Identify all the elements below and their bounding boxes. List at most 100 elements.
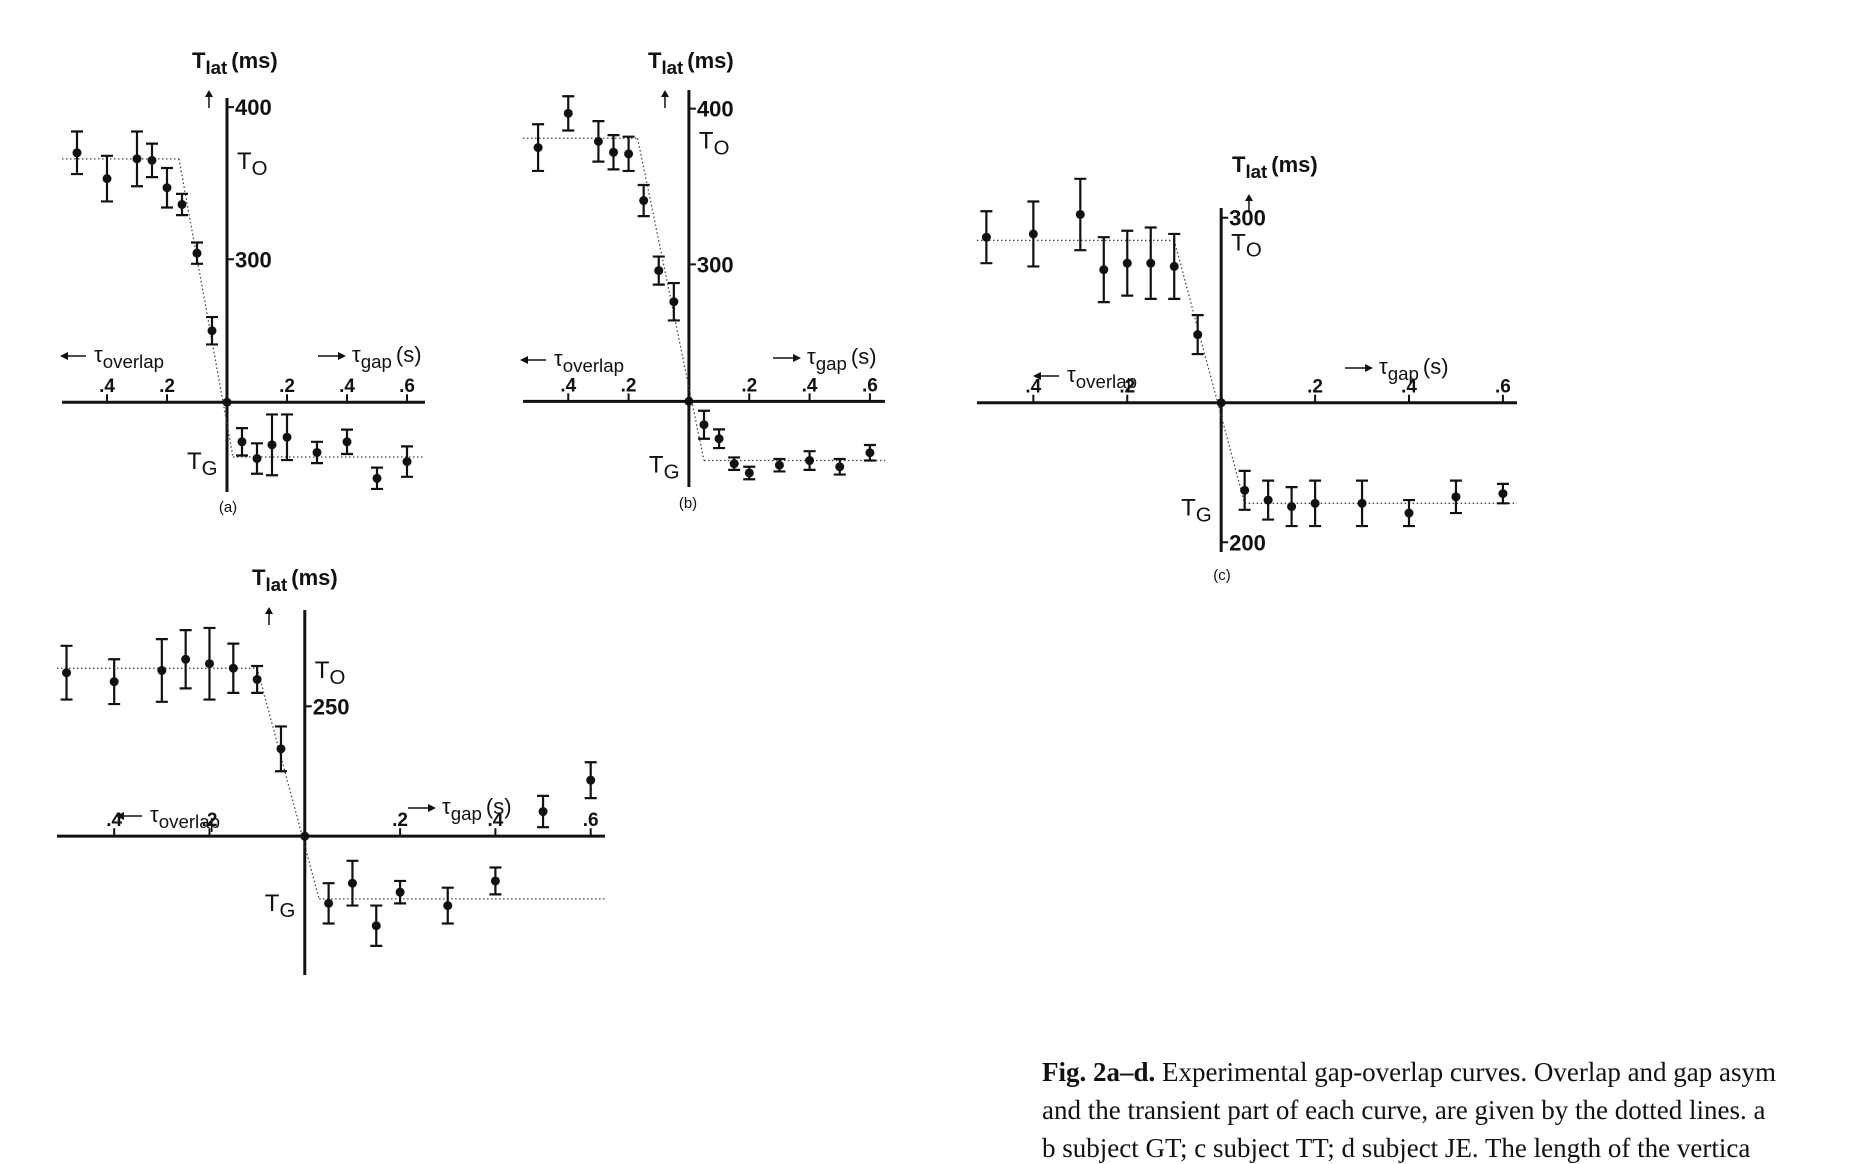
label-symbol: τ — [150, 802, 159, 827]
label-symbol: τ — [554, 346, 563, 371]
data-point — [699, 420, 709, 430]
x-tick-label: .4 — [802, 375, 818, 396]
data-point — [1075, 209, 1085, 219]
y-arrow-head — [265, 607, 273, 614]
label-symbol: τ — [442, 794, 451, 819]
data-point — [805, 456, 815, 466]
data-point — [109, 677, 119, 687]
label-sub: overlap — [159, 811, 220, 832]
x-tick-label: .4 — [1025, 377, 1041, 398]
x-tick-label: .4 — [1401, 377, 1417, 398]
label-unit: (ms) — [1271, 152, 1317, 177]
caption-line: and the transient part of each curve, ar… — [1042, 1095, 1766, 1125]
label-unit: (ms) — [231, 48, 277, 73]
label-unit: (ms) — [291, 565, 337, 590]
data-point — [237, 437, 247, 447]
data-point — [276, 744, 286, 754]
data-point — [1146, 258, 1156, 268]
y-tick-label: 300 — [235, 247, 272, 272]
overlap-arrow-head — [60, 352, 68, 360]
x-tick-label: .6 — [862, 375, 878, 396]
gap-arrow-head — [338, 352, 346, 360]
x-tick-label: .2 — [1307, 377, 1323, 398]
label-symbol: T — [187, 448, 202, 475]
data-point — [744, 468, 754, 478]
x-tick-label: .4 — [339, 376, 355, 397]
label-sub: lat — [661, 57, 683, 78]
y-arrow-head — [661, 90, 669, 97]
y-tick-label: 300 — [1229, 206, 1266, 231]
data-point — [1357, 498, 1367, 508]
data-point — [538, 807, 548, 817]
label-symbol: T — [192, 48, 206, 73]
x-tick-label: .2 — [279, 376, 295, 397]
label-symbol: τ — [1067, 362, 1076, 387]
overlap-arrow-head — [116, 812, 124, 820]
data-point — [654, 266, 664, 276]
data-point — [252, 674, 262, 684]
data-point — [177, 199, 187, 209]
axis-label: τoverlap — [1067, 362, 1137, 392]
data-point — [1498, 489, 1508, 499]
data-point — [162, 183, 172, 193]
data-point — [102, 174, 112, 184]
label-sub: O — [252, 158, 268, 180]
axis-label: TG — [187, 448, 218, 480]
axis-label: τgap (s) — [352, 342, 422, 372]
y-tick-label: 400 — [697, 97, 734, 122]
data-point — [204, 659, 214, 669]
x-tick-label: .4 — [560, 375, 576, 396]
data-point — [684, 396, 694, 406]
x-tick-label: .2 — [621, 375, 637, 396]
transient-line — [256, 668, 320, 900]
label-sub: gap — [361, 351, 392, 372]
axis-label: TO — [237, 148, 268, 180]
label-symbol: T — [315, 657, 330, 684]
x-tick-label: .2 — [741, 375, 757, 396]
label-sub: overlap — [1076, 371, 1137, 392]
data-point — [252, 454, 262, 464]
data-point — [312, 447, 322, 457]
data-point — [1240, 485, 1250, 495]
y-tick-label: 300 — [697, 252, 734, 277]
data-point — [147, 155, 157, 165]
data-point — [533, 143, 543, 153]
y-tick-label: 200 — [1229, 530, 1266, 555]
caption-label: Fig. 2a–d. — [1042, 1057, 1156, 1087]
data-point — [593, 136, 603, 146]
label-sub: O — [329, 667, 345, 689]
label-symbol: T — [1232, 152, 1246, 177]
label-sub: gap — [816, 353, 847, 374]
x-tick-label: .2 — [1119, 377, 1135, 398]
x-tick-label: .2 — [202, 810, 218, 831]
x-tick-label: .2 — [392, 810, 408, 831]
x-tick-label: .6 — [399, 376, 415, 397]
label-unit: (ms) — [687, 48, 733, 73]
data-point — [181, 654, 191, 664]
label-symbol: T — [649, 452, 664, 479]
data-point — [1122, 258, 1132, 268]
axis-label: τoverlap — [94, 342, 164, 372]
data-point — [865, 448, 875, 458]
data-point — [222, 397, 232, 407]
overlap-arrow-head — [520, 356, 528, 364]
label-sub: overlap — [103, 351, 164, 372]
x-tick-label: .2 — [159, 376, 175, 397]
axis-label: Tlat (ms) — [648, 48, 734, 78]
label-symbol: T — [237, 148, 252, 175]
label-symbol: τ — [807, 344, 816, 369]
label-sub: overlap — [563, 355, 624, 376]
axis-label: TG — [265, 890, 296, 922]
data-point — [586, 775, 596, 785]
data-point — [282, 432, 292, 442]
x-tick-label: .4 — [487, 810, 503, 831]
data-point — [835, 462, 845, 472]
overlap-arrow-head — [1033, 372, 1041, 380]
caption-line: Fig. 2a–d. Experimental gap-overlap curv… — [1042, 1053, 1867, 1091]
axis-label: Tlat (ms) — [192, 48, 278, 78]
panel-label: (c) — [1213, 567, 1231, 584]
data-point — [639, 196, 649, 206]
label-symbol: τ — [94, 342, 103, 367]
transient-line — [1173, 240, 1246, 504]
